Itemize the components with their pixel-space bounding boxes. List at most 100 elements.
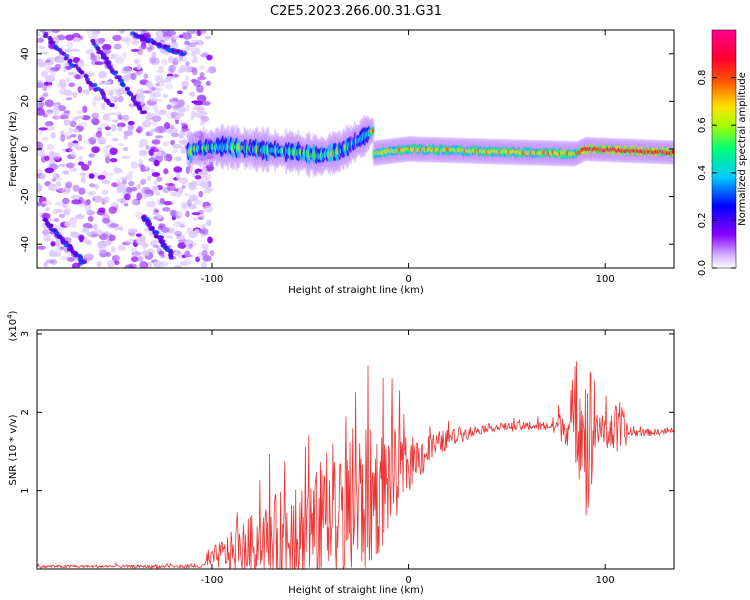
- noise-cell: [152, 115, 162, 122]
- noise-cell: [130, 198, 139, 206]
- noise-cell: [77, 134, 83, 142]
- noise-cell: [106, 260, 115, 268]
- noise-cell: [184, 250, 191, 258]
- noise-cell: [37, 183, 43, 192]
- noise-cell: [77, 86, 83, 94]
- noise-cell: [112, 34, 122, 42]
- noise-cell: [122, 51, 127, 60]
- noise-cell: [71, 48, 80, 53]
- noise-cell: [68, 148, 75, 154]
- noise-cell: [101, 189, 109, 195]
- noise-cell: [141, 241, 147, 248]
- figure-title: C2E5.2023.266.00.31.G31: [270, 4, 442, 19]
- noise-cell: [162, 93, 168, 99]
- noise-cell: [191, 212, 201, 216]
- stripe-cell: [42, 34, 48, 39]
- snr-y-scale-exp: 4: [6, 314, 14, 319]
- noise-cell: [139, 138, 149, 147]
- noise-cell: [170, 209, 177, 217]
- noise-cell: [202, 161, 210, 166]
- noise-cell: [196, 94, 207, 103]
- noise-cell: [140, 30, 146, 34]
- noise-cell: [111, 255, 120, 262]
- noise-cell: [209, 249, 215, 257]
- stripe-cell: [50, 40, 56, 45]
- noise-cell: [187, 182, 194, 187]
- noise-cell: [181, 184, 186, 190]
- noise-cell: [133, 250, 142, 259]
- noise-cell: [130, 48, 140, 52]
- noise-cell: [146, 175, 152, 182]
- snr-y-label: SNR (10 * v/v): [8, 414, 19, 485]
- noise-cell: [49, 259, 58, 265]
- noise-cell: [145, 145, 150, 150]
- noise-cell: [135, 93, 145, 102]
- stripe-cell: [135, 101, 141, 106]
- noise-cell: [155, 76, 162, 83]
- noise-cell: [121, 241, 131, 246]
- noise-cell: [42, 92, 49, 97]
- noise-cell: [151, 139, 161, 145]
- noise-cell: [45, 75, 55, 83]
- noise-cell: [142, 106, 150, 110]
- spectrogram-y-label: Frequency (Hz): [8, 111, 19, 187]
- noise-cell: [84, 203, 92, 212]
- noise-cell: [183, 65, 192, 73]
- noise-cell: [82, 89, 91, 95]
- noise-cell: [185, 210, 190, 218]
- noise-cell: [108, 112, 118, 116]
- spectrogram-y-tick-label: -20: [20, 188, 31, 204]
- noise-cell: [123, 135, 128, 140]
- noise-cell: [136, 183, 141, 190]
- noise-cell: [152, 207, 159, 216]
- noise-cell: [162, 187, 170, 194]
- noise-cell: [111, 182, 119, 188]
- spectrogram-x-tick-label: 0: [405, 274, 411, 285]
- stripe-cell: [54, 231, 60, 236]
- noise-cell: [194, 175, 202, 180]
- noise-cell: [191, 100, 199, 104]
- noise-cell: [156, 176, 163, 182]
- noise-cell: [37, 31, 41, 37]
- noise-cell: [206, 180, 212, 188]
- noise-cell: [44, 207, 51, 212]
- noise-cell: [198, 135, 205, 141]
- noise-cell: [147, 46, 152, 53]
- noise-cell: [186, 199, 192, 207]
- noise-cell: [42, 84, 48, 92]
- noise-cell: [109, 223, 119, 228]
- noise-cell: [153, 159, 160, 167]
- noise-cell: [54, 201, 65, 207]
- noise-cell: [179, 261, 189, 266]
- noise-cell: [80, 163, 90, 171]
- noise-cell: [108, 234, 116, 242]
- noise-cell: [200, 116, 210, 123]
- colorbar-tick-label: 0.8: [697, 70, 708, 86]
- colorbar-gradient: [711, 29, 737, 269]
- noise-cell: [41, 200, 46, 205]
- noise-cell: [103, 80, 112, 86]
- noise-cell: [191, 67, 198, 76]
- noise-cell: [40, 173, 46, 180]
- noise-cell: [206, 186, 215, 192]
- noise-cell: [185, 61, 190, 67]
- noise-cell: [100, 102, 106, 110]
- noise-cell: [174, 56, 183, 63]
- snr-y-tick-label: 3: [20, 331, 31, 337]
- noise-cell: [140, 188, 145, 196]
- noise-cell: [113, 166, 120, 174]
- noise-cell: [102, 217, 111, 224]
- noise-cell: [52, 208, 58, 215]
- noise-cell: [154, 109, 164, 116]
- spectrogram-y-tick-label: 20: [20, 95, 31, 108]
- noise-cell: [55, 177, 63, 182]
- noise-cell: [198, 190, 204, 198]
- noise-cell: [193, 199, 202, 205]
- noise-cell: [130, 256, 139, 263]
- noise-cell: [139, 261, 149, 268]
- noise-cell: [44, 121, 54, 127]
- noise-cell: [87, 190, 94, 197]
- noise-cell: [104, 156, 110, 164]
- noise-cell: [72, 140, 79, 144]
- noise-cell: [68, 127, 73, 133]
